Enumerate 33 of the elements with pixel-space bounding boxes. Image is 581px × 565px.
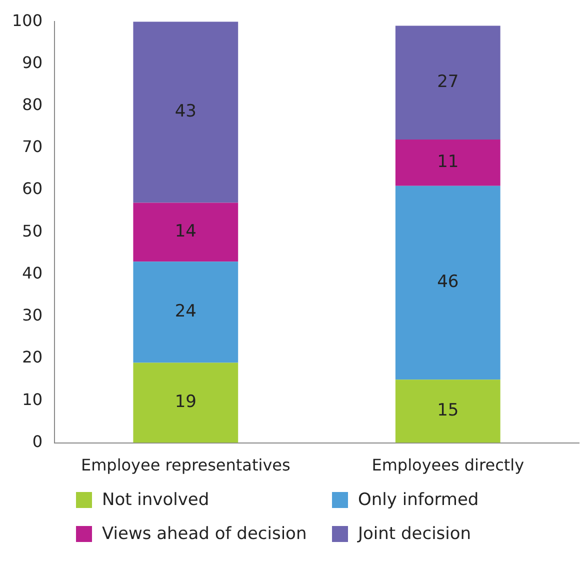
y-tick-label: 10: [22, 390, 43, 409]
legend-label: Not involved: [102, 490, 210, 510]
data-label: 14: [174, 222, 196, 242]
legend-label: Views ahead of decision: [102, 524, 307, 544]
data-label: 19: [174, 392, 196, 412]
y-tick-label: 80: [22, 94, 43, 114]
y-tick-label: 50: [22, 221, 43, 240]
data-label: 27: [437, 72, 459, 92]
bar: [133, 262, 238, 363]
data-label: 43: [174, 102, 196, 122]
bar: [133, 362, 238, 443]
legend-label: Joint decision: [358, 524, 472, 544]
x-tick-label: Employee representatives: [80, 456, 290, 475]
data-label: 15: [437, 400, 459, 421]
y-tick-label: 30: [22, 306, 43, 325]
y-tick-label: 100: [12, 10, 43, 30]
y-tick-label: 40: [22, 263, 43, 282]
bar: [395, 380, 500, 443]
y-tick-label: 70: [22, 137, 43, 156]
data-label: 24: [174, 302, 196, 322]
bar: [133, 202, 238, 262]
y-tick-label: 60: [22, 179, 43, 198]
y-tick-label: 90: [22, 52, 43, 72]
data-label: 11: [437, 152, 459, 172]
bar: [395, 186, 500, 380]
bar: [395, 140, 500, 186]
bar: [395, 26, 500, 140]
data-label: 46: [437, 272, 459, 292]
bar: [133, 22, 238, 203]
y-tick-label: 20: [22, 348, 43, 367]
legend-label: Only informed: [358, 490, 479, 510]
x-tick-label: Employees directly: [372, 456, 524, 475]
y-tick-label: 0: [32, 432, 43, 451]
